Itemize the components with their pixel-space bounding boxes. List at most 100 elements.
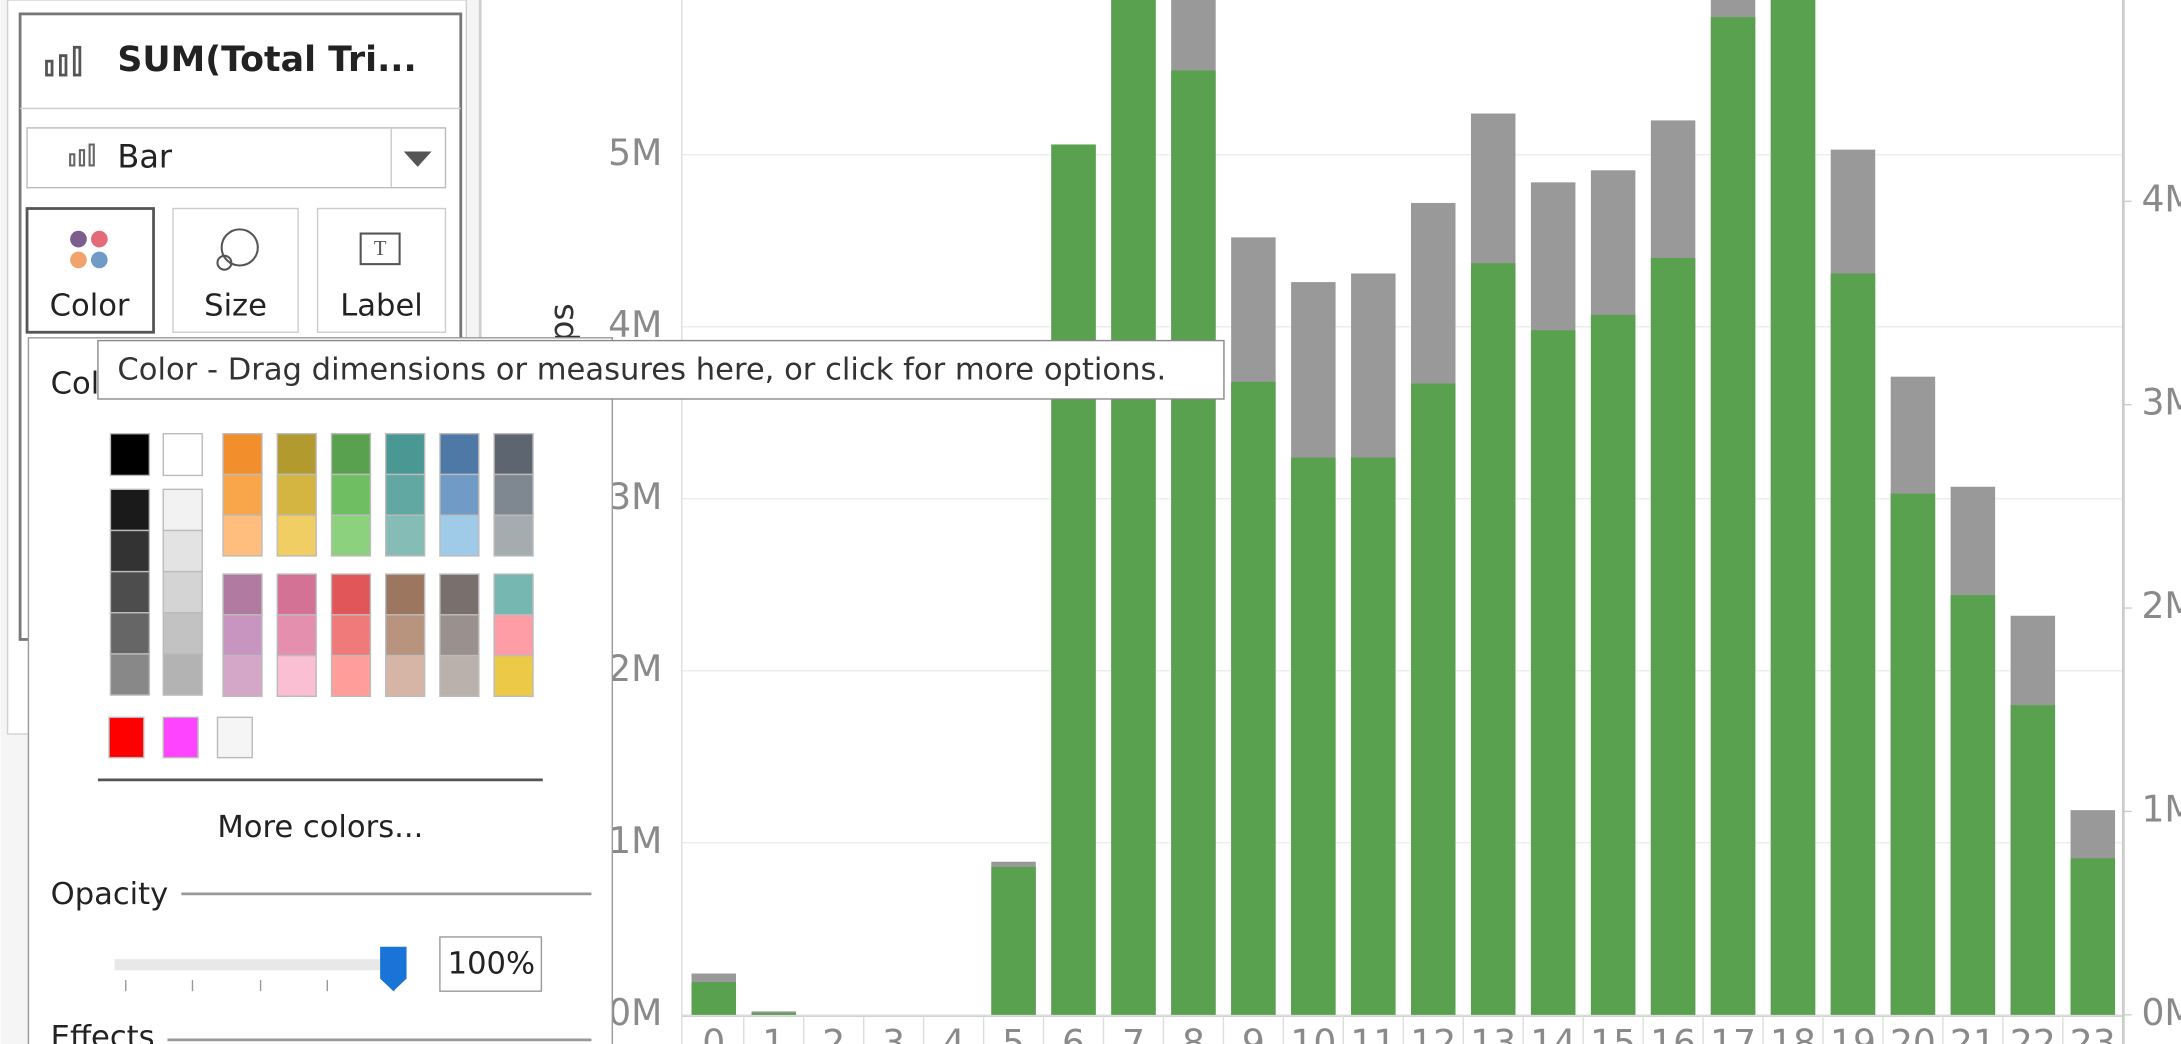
color-swatch[interactable] bbox=[330, 514, 372, 557]
color-swatch[interactable] bbox=[493, 614, 534, 657]
bar bbox=[1890, 493, 1936, 1015]
mark-type-dropdown[interactable] bbox=[26, 127, 447, 189]
color-swatch[interactable] bbox=[222, 614, 263, 657]
opacity-slider-handle[interactable] bbox=[380, 946, 407, 992]
color-swatch[interactable] bbox=[439, 433, 480, 476]
bar bbox=[1830, 273, 1876, 1015]
size-icon bbox=[216, 228, 259, 271]
color-swatch[interactable] bbox=[109, 653, 151, 696]
x-tick-label: 16 bbox=[1650, 1021, 1696, 1044]
color-swatch[interactable] bbox=[385, 614, 426, 657]
bar bbox=[1231, 381, 1276, 1015]
color-swatch[interactable] bbox=[109, 433, 151, 477]
color-swatch[interactable] bbox=[162, 716, 199, 759]
effects-label: Effects bbox=[51, 1020, 155, 1044]
color-swatch[interactable] bbox=[162, 570, 203, 614]
button-label: Color bbox=[50, 289, 130, 324]
color-icon bbox=[70, 230, 108, 269]
color-swatch[interactable] bbox=[439, 473, 480, 516]
color-swatch[interactable] bbox=[330, 473, 372, 516]
x-tick-label: 1 bbox=[762, 1021, 785, 1044]
color-swatch[interactable] bbox=[276, 433, 317, 476]
x-tick-label: 7 bbox=[1122, 1021, 1145, 1044]
color-swatch[interactable] bbox=[276, 514, 317, 557]
color-swatch[interactable] bbox=[330, 614, 372, 657]
tooltip-box bbox=[97, 339, 1225, 400]
y2-tick-label: 4M bbox=[2141, 177, 2181, 220]
color-swatch[interactable] bbox=[439, 654, 480, 698]
chart: ps 0M1M2M3M4M5M0M1M2M3M4M012345678910111… bbox=[542, 0, 2181, 1044]
color-swatch[interactable] bbox=[222, 433, 263, 476]
x-tick-label: 3 bbox=[882, 1021, 905, 1044]
x-tick-label: 10 bbox=[1290, 1021, 1336, 1044]
color-swatch[interactable] bbox=[493, 433, 534, 476]
more-colors-link[interactable]: More colors... bbox=[217, 810, 423, 845]
color-swatch[interactable] bbox=[493, 473, 534, 516]
dropdown-arrow[interactable] bbox=[403, 151, 432, 167]
bar bbox=[691, 982, 737, 1015]
y-tick-label: 5M bbox=[608, 131, 662, 174]
color-swatch[interactable] bbox=[439, 514, 480, 557]
color-swatch[interactable] bbox=[276, 614, 317, 657]
x-tick-label: 11 bbox=[1350, 1021, 1396, 1044]
color-swatch[interactable] bbox=[162, 488, 203, 532]
color-swatch[interactable] bbox=[330, 654, 372, 698]
color-swatch[interactable] bbox=[109, 488, 151, 532]
bar bbox=[1051, 144, 1096, 1015]
color-swatch[interactable] bbox=[330, 433, 372, 476]
bar bbox=[991, 866, 1036, 1015]
color-swatch[interactable] bbox=[439, 573, 480, 616]
color-swatch[interactable] bbox=[493, 654, 534, 698]
color-swatch[interactable] bbox=[385, 473, 426, 516]
bar bbox=[1950, 595, 1996, 1015]
bar bbox=[1710, 17, 1756, 1015]
opacity-slider-track[interactable] bbox=[114, 959, 404, 971]
color-swatch[interactable] bbox=[385, 573, 426, 616]
color-swatch[interactable] bbox=[222, 654, 263, 698]
x-tick-label: 19 bbox=[1830, 1021, 1876, 1044]
color-swatch[interactable] bbox=[162, 653, 203, 696]
color-swatch[interactable] bbox=[222, 473, 263, 516]
opacity-label: Opacity bbox=[51, 877, 169, 912]
label-button[interactable] bbox=[316, 207, 447, 333]
color-swatch[interactable] bbox=[276, 654, 317, 698]
color-swatch[interactable] bbox=[216, 716, 253, 759]
color-swatch[interactable] bbox=[493, 514, 534, 557]
opacity-input[interactable] bbox=[439, 936, 543, 992]
color-swatch[interactable] bbox=[330, 573, 372, 616]
x-tick-label: 15 bbox=[1590, 1021, 1636, 1044]
color-swatch[interactable] bbox=[385, 433, 426, 476]
marks-title: SUM(Total Tri... bbox=[117, 40, 416, 80]
x-tick-label: 8 bbox=[1182, 1021, 1205, 1044]
bar bbox=[1590, 314, 1636, 1015]
color-swatch[interactable] bbox=[109, 529, 151, 573]
color-swatch[interactable] bbox=[109, 612, 151, 655]
color-swatch[interactable] bbox=[276, 473, 317, 516]
color-swatch[interactable] bbox=[385, 514, 426, 557]
x-tick-label: 6 bbox=[1062, 1021, 1085, 1044]
x-tick-label: 14 bbox=[1530, 1021, 1576, 1044]
bar bbox=[2010, 705, 2056, 1015]
color-swatch[interactable] bbox=[222, 514, 263, 557]
y-tick-label: 2M bbox=[608, 647, 662, 690]
x-tick-label: 9 bbox=[1242, 1021, 1265, 1044]
color-swatch[interactable] bbox=[162, 612, 203, 655]
color-swatch[interactable] bbox=[385, 654, 426, 698]
button-label: Size bbox=[204, 289, 267, 324]
color-swatch[interactable] bbox=[222, 573, 263, 616]
x-tick-label: 4 bbox=[942, 1021, 965, 1044]
opacity-value: 100% bbox=[448, 946, 535, 981]
color-swatch[interactable] bbox=[108, 716, 145, 759]
color-swatch[interactable] bbox=[439, 614, 480, 657]
y-tick-label: 1M bbox=[608, 819, 662, 862]
color-swatch[interactable] bbox=[109, 570, 151, 614]
color-swatch[interactable] bbox=[162, 433, 203, 477]
color-swatch[interactable] bbox=[493, 573, 534, 616]
color-swatch[interactable] bbox=[162, 529, 203, 573]
x-tick-label: 20 bbox=[1890, 1021, 1936, 1044]
color-swatch[interactable] bbox=[276, 573, 317, 616]
color-button[interactable] bbox=[25, 207, 155, 334]
x-tick-label: 5 bbox=[1002, 1021, 1025, 1044]
